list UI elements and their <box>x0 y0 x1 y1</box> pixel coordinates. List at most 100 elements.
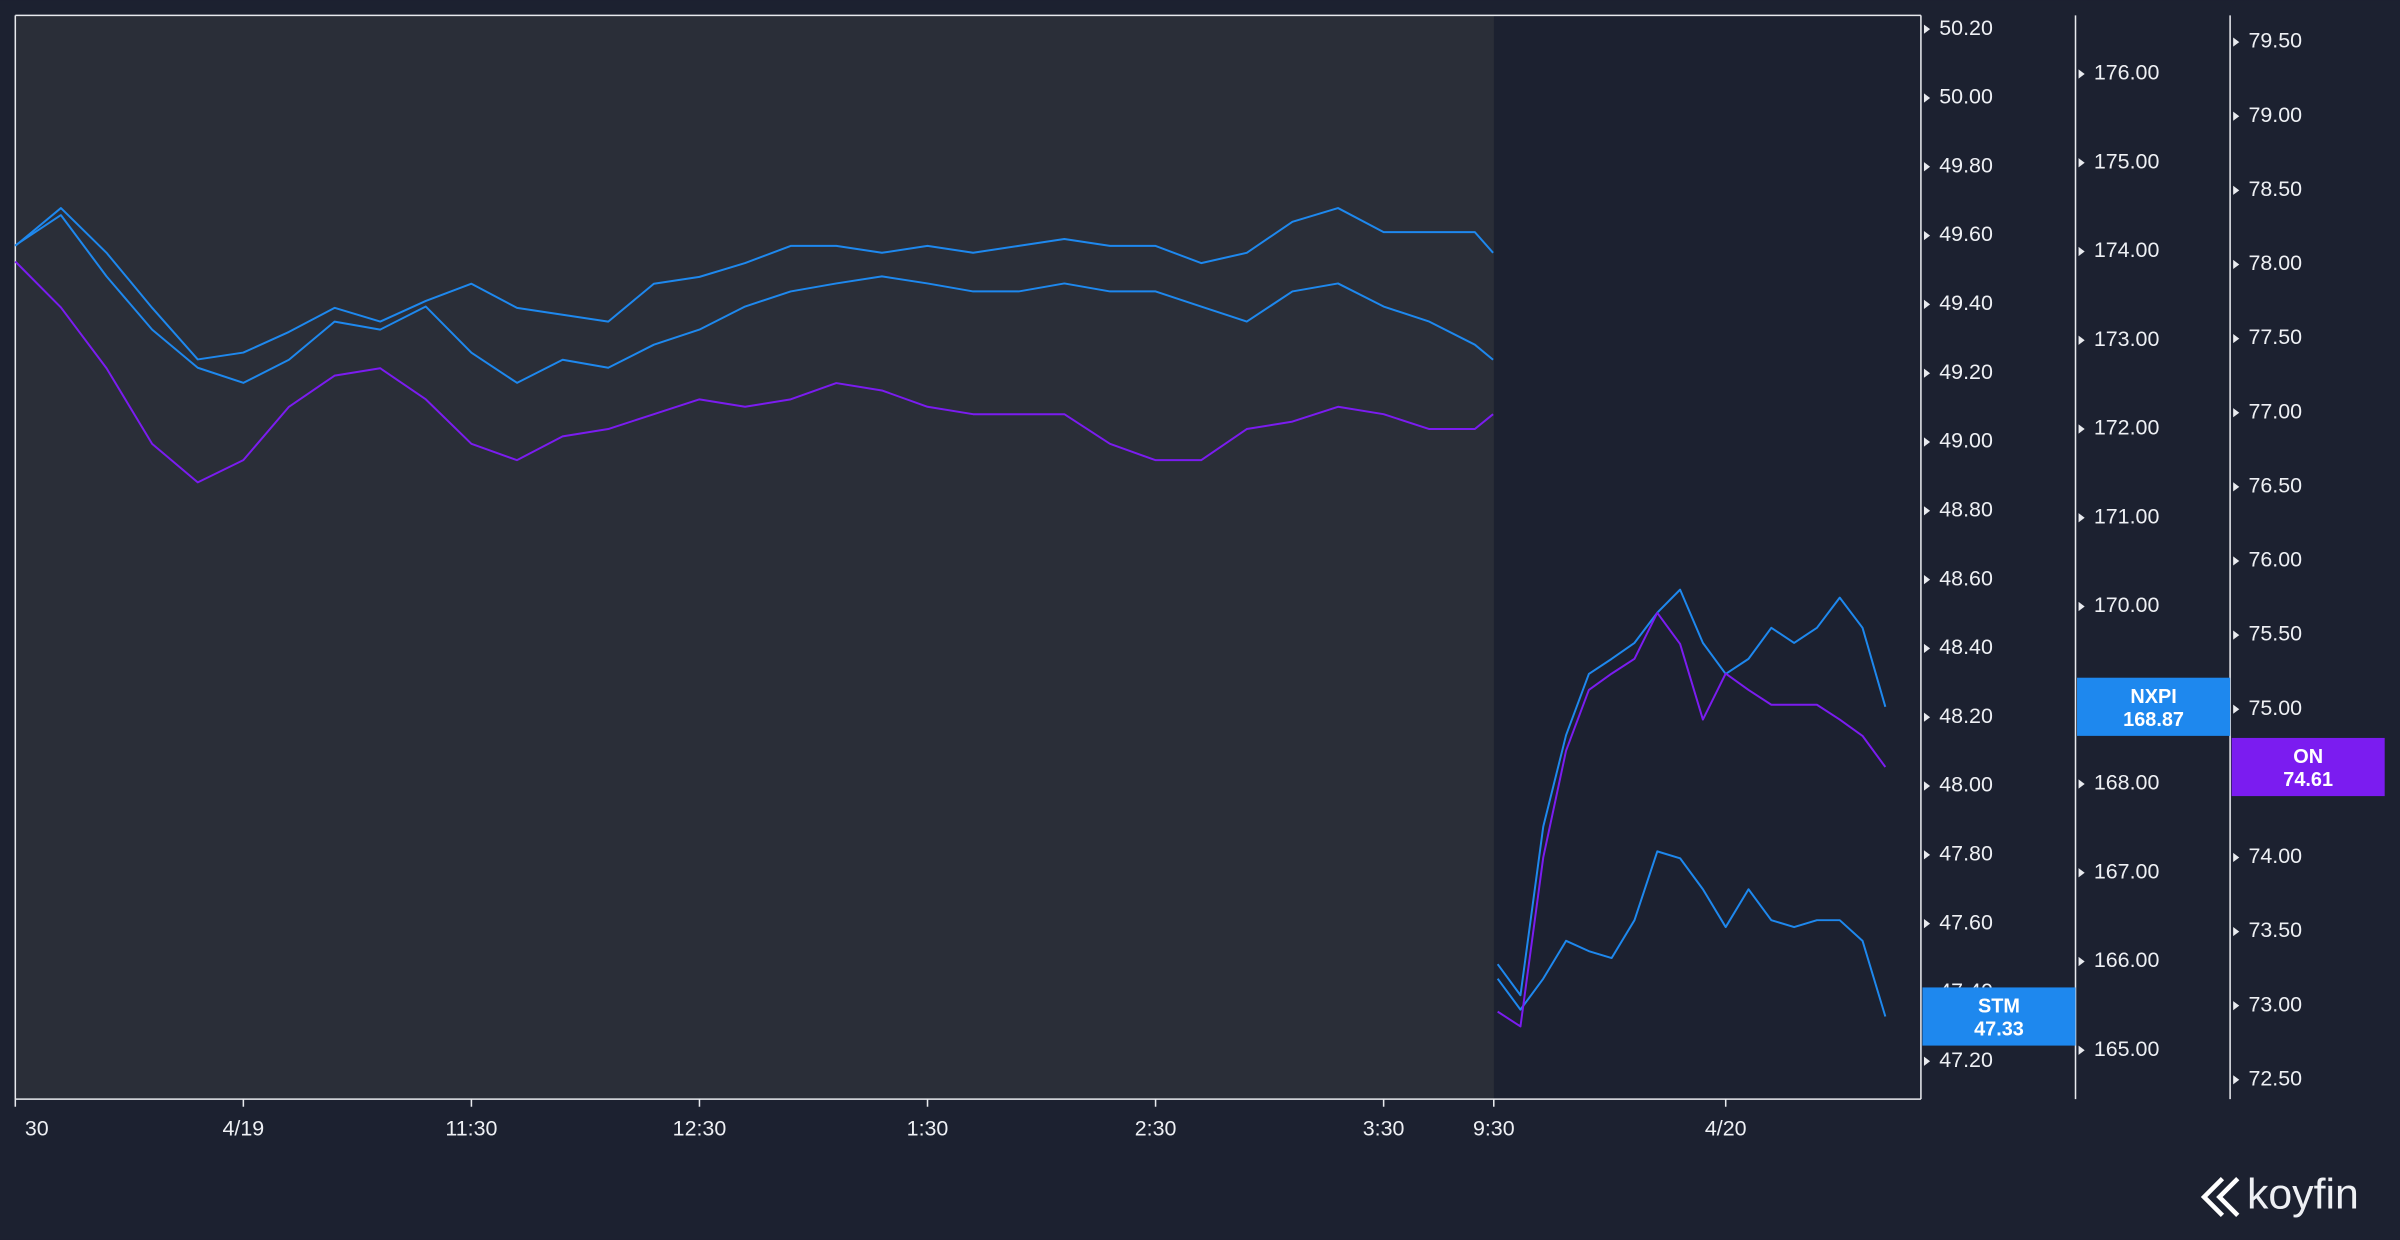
y2-tick <box>2078 246 2085 257</box>
y-tick <box>1923 368 1931 378</box>
y2-tick <box>2078 335 2085 345</box>
y-tick <box>1923 643 1931 654</box>
y-tick-label: 49.00 <box>1939 429 1993 453</box>
y-tick <box>1923 919 1931 929</box>
y-tick-label: 50.20 <box>1939 16 1993 40</box>
y3-tick-label: 75.50 <box>2248 622 2302 646</box>
tag-box <box>1922 987 2076 1046</box>
y-tick-label: 49.80 <box>1939 153 1993 177</box>
y-tick <box>1923 437 1931 447</box>
series-line <box>14 260 1887 1028</box>
y3-tick-label: 79.00 <box>2248 103 2302 127</box>
y-tick <box>1923 1056 1931 1066</box>
y3-tick <box>2233 111 2240 121</box>
y2-tick <box>2078 424 2085 434</box>
x-tick-label: 30 <box>25 1116 49 1140</box>
x-tick-label: 4/20 <box>1705 1116 1747 1140</box>
y3-tick <box>2233 852 2240 863</box>
y-tick-label: 49.40 <box>1939 291 1993 315</box>
y3-tick-label: 77.50 <box>2248 325 2302 349</box>
y2-tick-label: 173.00 <box>2094 327 2160 351</box>
y3-tick-label: 73.50 <box>2248 918 2302 942</box>
y-tick-label: 50.00 <box>1939 85 1993 109</box>
y3-tick-label: 72.50 <box>2248 1066 2302 1090</box>
y2-tick <box>2078 601 2085 612</box>
series-line <box>14 214 1887 997</box>
y3-tick-label: 79.50 <box>2248 29 2302 53</box>
y3-tick <box>2233 630 2240 640</box>
tag-box <box>2077 677 2231 736</box>
tag-value: 47.33 <box>1974 1019 2024 1041</box>
y-tick-label: 48.20 <box>1939 704 1993 728</box>
y-tick-label: 48.80 <box>1939 497 1993 521</box>
y2-tick <box>2078 779 2085 789</box>
prior-session-shade <box>15 15 1494 1100</box>
tag-name: STM <box>1978 996 2020 1018</box>
y-tick <box>1923 506 1931 516</box>
y-tick-label: 49.60 <box>1939 222 1993 246</box>
y3-tick-label: 73.00 <box>2248 992 2302 1016</box>
y2-tick-label: 166.00 <box>2094 948 2160 972</box>
y3-tick <box>2233 1075 2240 1085</box>
y2-tick-label: 175.00 <box>2094 149 2160 173</box>
tag-value: 74.61 <box>2283 769 2333 791</box>
x-tick-label: 3:30 <box>1363 1116 1405 1140</box>
y3-tick-label: 74.00 <box>2248 844 2302 868</box>
y2-tick-label: 176.00 <box>2094 61 2160 85</box>
x-tick-label: 2:30 <box>1135 1116 1177 1140</box>
y3-tick <box>2233 1001 2240 1011</box>
brand-logo: koyfin <box>2200 1170 2359 1218</box>
y-tick <box>1923 24 1931 34</box>
y-tick-label: 47.20 <box>1939 1048 1993 1072</box>
y2-tick <box>2078 513 2085 523</box>
y-tick-label: 49.20 <box>1939 360 1993 384</box>
brand-icon <box>2200 1177 2240 1218</box>
y2-tick <box>2078 158 2085 168</box>
y2-tick <box>2078 1045 2085 1055</box>
y3-tick <box>2233 333 2240 344</box>
y2-tick-label: 168.00 <box>2094 771 2160 795</box>
x-tick-label: 11:30 <box>445 1116 497 1140</box>
x-tick-label: 9:30 <box>1473 1116 1515 1140</box>
y2-tick-label: 165.00 <box>2094 1037 2160 1061</box>
y3-tick-label: 76.50 <box>2248 473 2302 497</box>
brand-name: koyfin <box>2247 1170 2359 1218</box>
y3-tick <box>2233 926 2240 937</box>
y-tick <box>1923 299 1931 309</box>
tag-name: NXPI <box>2130 686 2176 708</box>
y3-tick-label: 76.00 <box>2248 548 2302 572</box>
tag-value: 168.87 <box>2123 709 2184 731</box>
tag-name: ON <box>2293 746 2323 768</box>
series-lines <box>14 207 1887 1028</box>
y3-tick <box>2233 556 2240 566</box>
y3-tick <box>2233 704 2240 714</box>
x-tick-label: 4/19 <box>223 1116 265 1140</box>
y2-tick <box>2078 69 2085 79</box>
y-tick-label: 47.60 <box>1939 910 1993 934</box>
x-tick-label: 1:30 <box>907 1116 949 1140</box>
y-tick <box>1923 93 1931 103</box>
series-line <box>14 207 1887 1017</box>
y-tick <box>1923 781 1931 791</box>
y2-tick-label: 171.00 <box>2094 504 2160 528</box>
y-tick-label: 48.40 <box>1939 635 1993 659</box>
y2-tick <box>2078 868 2085 878</box>
y-tick <box>1923 712 1931 722</box>
y-tick-label: 48.00 <box>1939 773 1993 797</box>
y-tick <box>1923 575 1931 585</box>
y3-tick <box>2233 185 2240 195</box>
y2-tick-label: 174.00 <box>2094 238 2160 262</box>
y3-tick-label: 78.50 <box>2248 177 2302 201</box>
y2-tick <box>2078 956 2085 967</box>
tag-box <box>2231 737 2385 797</box>
y-tick <box>1923 162 1931 172</box>
y2-tick-label: 167.00 <box>2094 859 2160 883</box>
y3-tick <box>2233 408 2240 418</box>
y2-tick-label: 172.00 <box>2094 416 2160 440</box>
y-tick <box>1923 230 1931 241</box>
